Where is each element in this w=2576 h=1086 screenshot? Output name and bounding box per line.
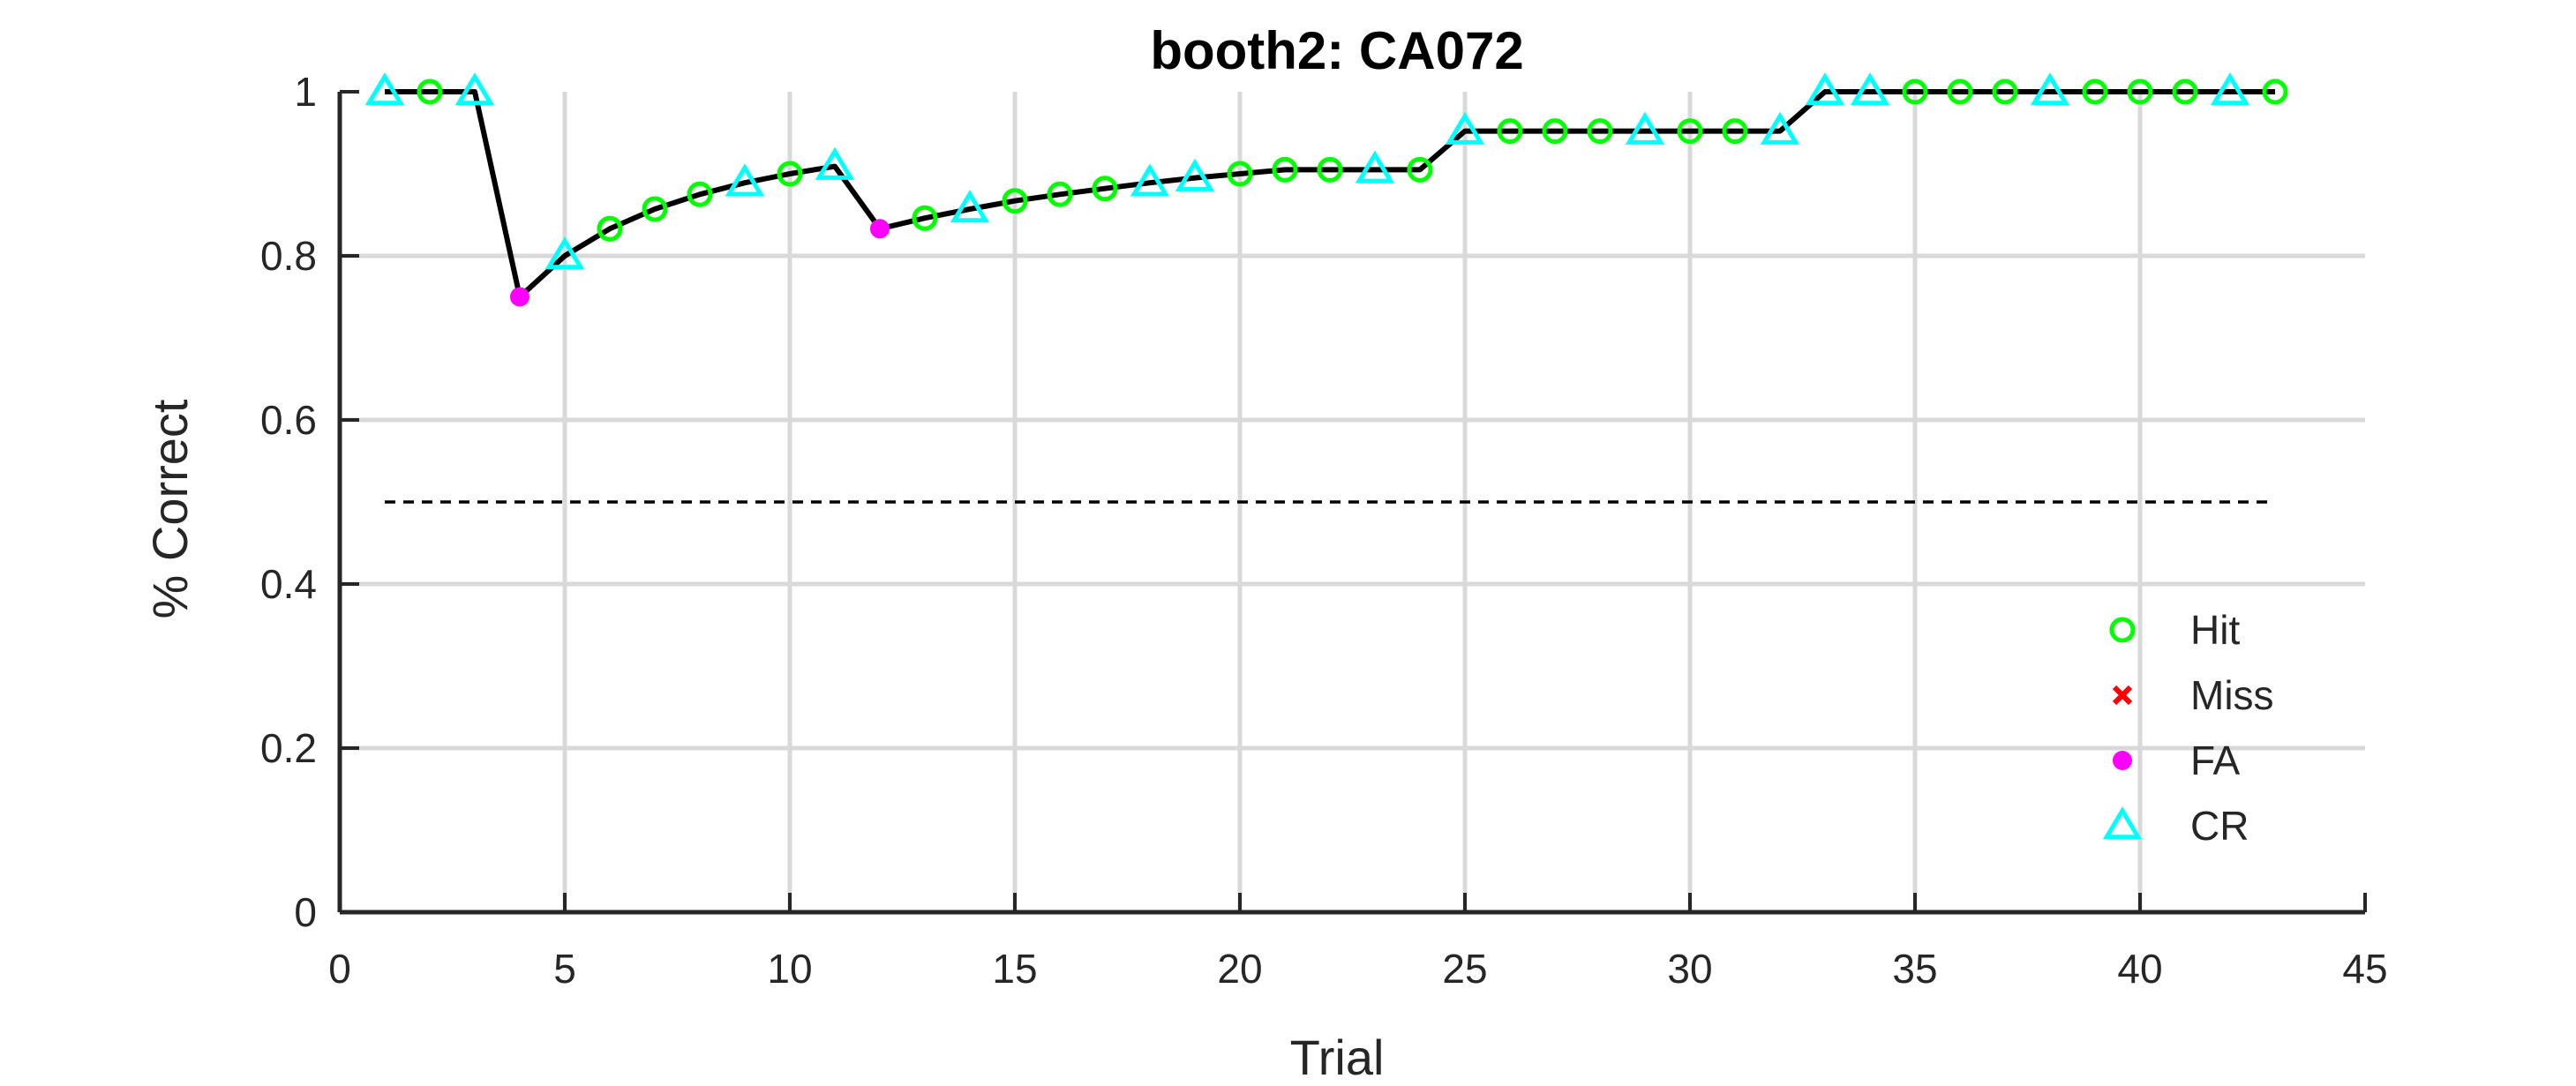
hit-marker xyxy=(642,196,668,222)
cr-marker xyxy=(1805,72,1845,106)
legend-entry-hit: Hit xyxy=(2109,607,2240,653)
y-tick-label: 0 xyxy=(294,889,317,935)
cr-marker xyxy=(1850,72,1890,106)
chart-title: booth2: CA072 xyxy=(1150,21,1523,80)
legend-entry-fa: FA xyxy=(2113,738,2241,783)
x-tick-label: 15 xyxy=(992,946,1037,992)
y-tick-label: 0.2 xyxy=(260,725,317,771)
hit-marker xyxy=(1227,161,1253,187)
performance-line xyxy=(385,89,2275,300)
legend-entry-miss: Miss xyxy=(2112,672,2274,718)
y-tick-label: 1 xyxy=(294,69,317,115)
x-tick-label: 25 xyxy=(1442,946,1487,992)
cr-marker xyxy=(544,236,585,270)
y-tick-label: 0.4 xyxy=(260,561,317,607)
hit-marker xyxy=(1002,188,1028,214)
x-tick-label: 45 xyxy=(2342,946,2387,992)
hit-marker xyxy=(1092,176,1118,202)
cr-marker xyxy=(1175,158,1215,191)
legend-miss-icon xyxy=(2112,685,2133,706)
y-axis-title: % Correct xyxy=(142,399,198,618)
hit-marker xyxy=(687,181,713,207)
cr-marker xyxy=(725,163,765,197)
cr-marker xyxy=(2030,72,2070,106)
x-tick-label: 20 xyxy=(1217,946,1262,992)
hit-marker xyxy=(417,79,443,105)
tick-labels: 0 5 10 15 20 25 30 35 40 45 0 0.2 0.4 0.6 0.8 1 xyxy=(260,69,2388,992)
hit-marker xyxy=(597,215,623,242)
legend: Hit Miss FA CR xyxy=(2102,607,2274,849)
x-tick-label: 10 xyxy=(767,946,812,992)
x-tick-label: 35 xyxy=(1892,946,1937,992)
cr-marker xyxy=(1760,111,1800,145)
x-tick-label: 5 xyxy=(553,946,576,992)
cr-marker xyxy=(1445,111,1485,145)
fa-marker xyxy=(870,219,890,239)
fa-marker xyxy=(510,287,529,307)
hit-marker xyxy=(777,161,803,187)
hit-marker xyxy=(1947,79,1973,105)
x-axis-title: Trial xyxy=(1290,1030,1385,1085)
cr-marker xyxy=(1625,111,1665,145)
legend-label: FA xyxy=(2190,738,2241,783)
axes xyxy=(337,90,2367,915)
hit-marker xyxy=(1272,156,1298,183)
x-tick-label: 40 xyxy=(2117,946,2162,992)
y-tick-label: 0.8 xyxy=(260,233,317,279)
hit-marker xyxy=(2082,79,2108,105)
hit-marker xyxy=(1497,118,1523,145)
hit-marker xyxy=(1317,156,1343,183)
hit-marker xyxy=(2262,79,2288,105)
cr-marker xyxy=(950,190,990,223)
x-stroke xyxy=(2112,685,2133,706)
cr-marker xyxy=(1130,163,1170,197)
legend-entry-cr: CR xyxy=(2102,803,2249,849)
hit-marker xyxy=(2127,79,2153,105)
hit-marker xyxy=(1047,181,1073,207)
hit-marker xyxy=(1542,118,1568,145)
hit-marker xyxy=(1902,79,1928,105)
legend-cr-icon xyxy=(2102,806,2143,840)
legend-label: Miss xyxy=(2190,672,2274,718)
x-tick-label: 30 xyxy=(1667,946,1712,992)
y-tick-label: 0.6 xyxy=(260,397,317,443)
hit-marker xyxy=(1587,118,1613,145)
x-tick-label: 0 xyxy=(328,946,351,992)
legend-fa-icon xyxy=(2113,751,2132,770)
cr-marker xyxy=(1355,150,1395,183)
legend-hit-icon xyxy=(2109,617,2136,643)
hit-marker xyxy=(1677,118,1703,145)
cr-marker xyxy=(815,146,855,180)
trial-markers xyxy=(364,72,2288,307)
hit-marker xyxy=(2172,79,2198,105)
cr-marker xyxy=(364,72,405,106)
cr-marker xyxy=(2210,72,2250,106)
cr-marker xyxy=(454,72,495,106)
performance-polyline xyxy=(385,89,2275,300)
legend-label: Hit xyxy=(2190,607,2240,653)
hit-marker xyxy=(1722,118,1748,145)
hit-marker xyxy=(1407,156,1433,183)
hit-marker xyxy=(912,205,938,231)
legend-label: CR xyxy=(2190,803,2249,849)
hit-marker xyxy=(1992,79,2018,105)
